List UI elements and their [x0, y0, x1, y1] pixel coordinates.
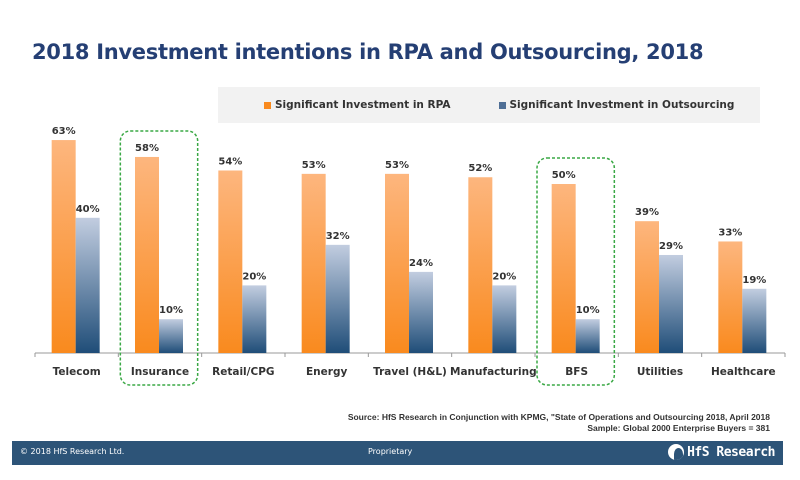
- x-tick-label: Insurance: [131, 366, 189, 378]
- bar-outsourcing: [242, 285, 267, 353]
- data-label: 40%: [76, 204, 100, 215]
- bar-outsourcing: [575, 319, 600, 353]
- data-label: 20%: [242, 271, 266, 282]
- chart-legend: Significant Investment in RPA Significan…: [218, 87, 760, 123]
- data-label: 39%: [635, 207, 659, 218]
- data-label: 10%: [159, 305, 183, 316]
- data-label: 54%: [218, 156, 242, 167]
- legend-item-outsourcing: Significant Investment in Outsourcing: [498, 99, 735, 111]
- chart-title: 2018 Investment intentions in RPA and Ou…: [32, 40, 704, 64]
- legend-swatch-outsourcing: [498, 101, 506, 109]
- data-label: 19%: [742, 275, 766, 286]
- data-label: 10%: [576, 305, 600, 316]
- bar-rpa: [718, 241, 743, 353]
- data-label: 33%: [718, 227, 742, 238]
- bar-outsourcing: [325, 244, 350, 353]
- data-label: 52%: [468, 163, 492, 174]
- x-tick-label: Manufacturing: [450, 366, 537, 378]
- hfs-logo-icon: [668, 444, 685, 460]
- bar-outsourcing: [742, 288, 767, 353]
- x-tick-label: Healthcare: [711, 366, 776, 378]
- x-tick-label: Retail/CPG: [212, 366, 274, 378]
- legend-item-rpa: Significant Investment in RPA: [264, 99, 451, 111]
- bar-rpa: [51, 140, 76, 353]
- highlight-box: [536, 157, 616, 386]
- bar-rpa: [385, 173, 409, 353]
- footer-copyright: © 2018 HfS Research Ltd.: [20, 447, 125, 456]
- highlight-box: [119, 130, 199, 386]
- data-label: 24%: [409, 258, 433, 269]
- bar-rpa: [301, 173, 326, 353]
- bar-outsourcing: [659, 254, 683, 353]
- x-tick-label: BFS: [565, 366, 588, 378]
- hfs-logo-text: HfS Research: [687, 444, 775, 460]
- data-label: 58%: [135, 143, 159, 154]
- source-line: Source: HfS Research in Conjunction with…: [347, 412, 770, 422]
- bar-outsourcing: [75, 217, 100, 353]
- bar-rpa: [551, 184, 576, 353]
- legend-label-rpa: Significant Investment in RPA: [275, 99, 451, 111]
- data-label: 53%: [302, 160, 326, 171]
- legend-label-outsourcing: Significant Investment in Outsourcing: [509, 99, 735, 111]
- footer-bar: © 2018 HfS Research Ltd. Proprietary HfS…: [12, 441, 783, 465]
- bar-outsourcing: [409, 271, 433, 353]
- data-label: 20%: [492, 271, 516, 282]
- data-label: 32%: [326, 231, 350, 242]
- hfs-logo: HfS Research: [668, 444, 775, 460]
- bar-outsourcing: [159, 319, 183, 353]
- bar-outsourcing: [492, 285, 517, 353]
- bar-rpa: [135, 156, 159, 353]
- data-label: 53%: [385, 160, 409, 171]
- x-tick-label: Energy: [306, 366, 347, 378]
- data-label: 63%: [52, 126, 76, 137]
- bar-rpa: [468, 177, 493, 353]
- x-tick-label: Utilities: [637, 366, 683, 378]
- legend-swatch-rpa: [264, 101, 271, 109]
- data-label: 50%: [552, 170, 576, 181]
- x-tick-label: Telecom: [53, 366, 101, 378]
- source-note: Source: HfS Research in Conjunction with…: [348, 412, 770, 434]
- bar-rpa: [635, 221, 659, 353]
- x-tick-label: Travel (H&L): [373, 366, 447, 378]
- footer-proprietary: Proprietary: [368, 447, 413, 456]
- data-label: 29%: [659, 241, 683, 252]
- sample-line: Sample: Global 2000 Enterprise Buyers = …: [587, 423, 770, 433]
- bar-rpa: [218, 170, 243, 353]
